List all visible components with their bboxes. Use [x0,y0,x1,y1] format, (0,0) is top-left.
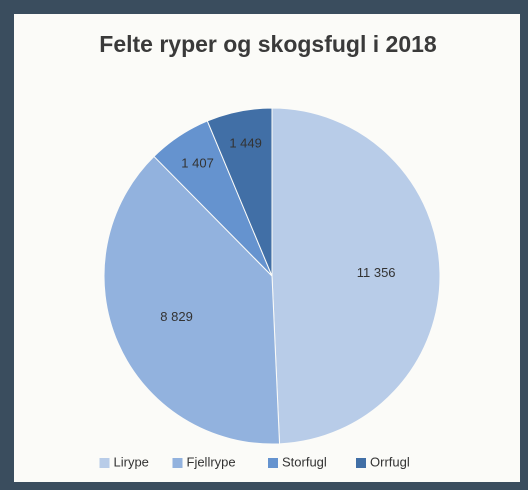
pie-slice [206,107,273,277]
legend-label: Orrfugl [370,454,410,469]
data-label: 1 449 [229,136,262,151]
legend-label: Lirype [114,454,149,469]
legend-swatch [268,458,278,468]
legend-label: Fjellrype [187,454,236,469]
legend-swatch [172,458,183,468]
legend-swatch [356,458,366,468]
pie-slice [271,107,441,445]
legend-label: Storfugl [282,454,327,469]
legend-swatch [99,458,110,468]
chart-title: Felte ryper og skogsfugl i 2018 [99,31,437,57]
pie-slice [103,155,281,445]
data-label: 8 829 [160,309,193,324]
data-label: 11 356 [357,265,396,280]
data-label: 1 407 [181,156,214,171]
